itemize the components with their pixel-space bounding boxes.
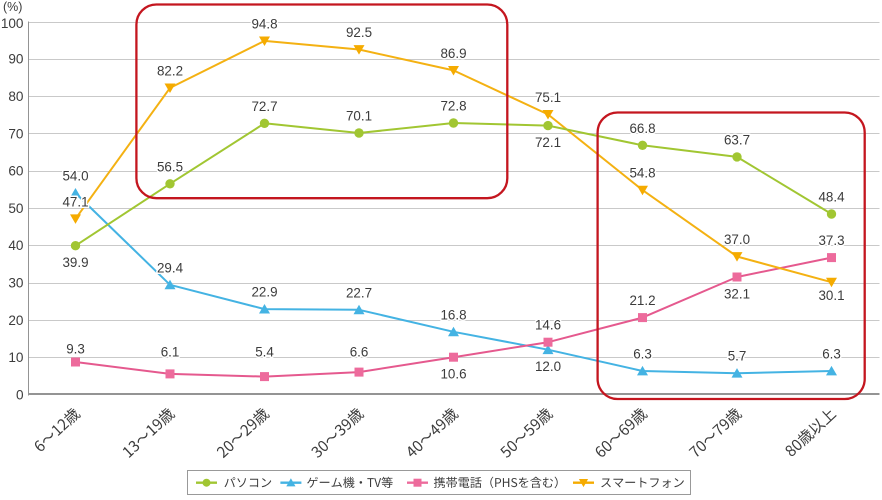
svg-text:54.0: 54.0 bbox=[62, 169, 88, 184]
svg-text:29.4: 29.4 bbox=[157, 260, 184, 275]
svg-text:32.1: 32.1 bbox=[724, 286, 750, 301]
svg-text:32.1: 32.1 bbox=[724, 286, 750, 301]
svg-text:10.6: 10.6 bbox=[440, 367, 466, 382]
svg-text:40: 40 bbox=[8, 238, 24, 253]
svg-text:47.1: 47.1 bbox=[62, 194, 88, 209]
svg-text:22.7: 22.7 bbox=[346, 285, 372, 300]
svg-text:48.4: 48.4 bbox=[818, 190, 845, 205]
svg-text:37.3: 37.3 bbox=[818, 233, 844, 248]
svg-text:39.9: 39.9 bbox=[62, 255, 88, 270]
svg-text:72.1: 72.1 bbox=[535, 135, 561, 150]
svg-text:47.1: 47.1 bbox=[62, 194, 88, 209]
svg-text:54.8: 54.8 bbox=[629, 166, 655, 181]
svg-text:6.6: 6.6 bbox=[350, 345, 369, 360]
svg-text:12.0: 12.0 bbox=[535, 359, 561, 374]
svg-text:22.9: 22.9 bbox=[251, 285, 277, 300]
svg-text:16.8: 16.8 bbox=[440, 307, 466, 322]
svg-text:72.8: 72.8 bbox=[440, 99, 466, 114]
svg-text:66.8: 66.8 bbox=[629, 121, 655, 136]
svg-text:80: 80 bbox=[8, 89, 24, 104]
svg-text:20: 20 bbox=[8, 313, 24, 328]
svg-text:37.3: 37.3 bbox=[818, 233, 844, 248]
svg-text:5.7: 5.7 bbox=[728, 349, 747, 364]
svg-text:5.4: 5.4 bbox=[255, 345, 274, 360]
svg-text:56.5: 56.5 bbox=[157, 159, 183, 174]
svg-text:66.8: 66.8 bbox=[629, 121, 655, 136]
svg-text:86.9: 86.9 bbox=[440, 46, 466, 61]
svg-text:72.7: 72.7 bbox=[251, 99, 277, 114]
svg-text:14.6: 14.6 bbox=[535, 318, 561, 333]
svg-text:(%): (%) bbox=[3, 0, 22, 14]
svg-text:70.1: 70.1 bbox=[346, 109, 372, 124]
svg-text:30: 30 bbox=[8, 276, 24, 291]
svg-text:22.9: 22.9 bbox=[251, 285, 277, 300]
svg-text:70: 70 bbox=[8, 126, 24, 141]
svg-text:90: 90 bbox=[8, 52, 24, 67]
svg-text:5.4: 5.4 bbox=[255, 345, 274, 360]
svg-text:0: 0 bbox=[16, 387, 24, 402]
svg-text:6.3: 6.3 bbox=[822, 347, 841, 362]
svg-text:10.6: 10.6 bbox=[440, 367, 466, 382]
svg-text:92.5: 92.5 bbox=[346, 25, 372, 40]
svg-text:63.7: 63.7 bbox=[724, 132, 750, 147]
svg-text:10: 10 bbox=[8, 350, 24, 365]
svg-text:6.6: 6.6 bbox=[350, 345, 369, 360]
svg-text:54.0: 54.0 bbox=[62, 169, 88, 184]
svg-text:86.9: 86.9 bbox=[440, 46, 466, 61]
svg-text:6.1: 6.1 bbox=[161, 345, 180, 360]
svg-text:30.1: 30.1 bbox=[818, 288, 844, 303]
svg-text:72.7: 72.7 bbox=[251, 99, 277, 114]
svg-text:29.4: 29.4 bbox=[157, 260, 184, 275]
svg-text:54.8: 54.8 bbox=[629, 166, 655, 181]
svg-text:22.7: 22.7 bbox=[346, 285, 372, 300]
svg-text:75.1: 75.1 bbox=[535, 90, 561, 105]
svg-text:21.2: 21.2 bbox=[629, 293, 655, 308]
svg-text:72.8: 72.8 bbox=[440, 99, 466, 114]
svg-text:70.1: 70.1 bbox=[346, 109, 372, 124]
svg-text:9.3: 9.3 bbox=[66, 342, 85, 357]
svg-text:6.3: 6.3 bbox=[633, 347, 652, 362]
svg-text:82.2: 82.2 bbox=[157, 63, 183, 78]
svg-text:94.8: 94.8 bbox=[251, 16, 277, 31]
svg-text:50: 50 bbox=[8, 201, 24, 216]
svg-text:75.1: 75.1 bbox=[535, 90, 561, 105]
svg-text:9.3: 9.3 bbox=[66, 342, 85, 357]
svg-text:100: 100 bbox=[1, 16, 24, 31]
svg-text:72.1: 72.1 bbox=[535, 135, 561, 150]
svg-text:30.1: 30.1 bbox=[818, 288, 844, 303]
svg-text:60: 60 bbox=[8, 164, 24, 179]
svg-text:6.3: 6.3 bbox=[633, 347, 652, 362]
svg-text:94.8: 94.8 bbox=[251, 16, 277, 31]
svg-text:37.0: 37.0 bbox=[724, 232, 750, 247]
svg-text:48.4: 48.4 bbox=[818, 190, 845, 205]
svg-text:6.1: 6.1 bbox=[161, 345, 180, 360]
svg-text:6.3: 6.3 bbox=[822, 347, 841, 362]
svg-text:21.2: 21.2 bbox=[629, 293, 655, 308]
svg-text:82.2: 82.2 bbox=[157, 63, 183, 78]
svg-text:56.5: 56.5 bbox=[157, 159, 183, 174]
svg-text:5.7: 5.7 bbox=[728, 349, 747, 364]
svg-text:12.0: 12.0 bbox=[535, 359, 561, 374]
svg-text:63.7: 63.7 bbox=[724, 132, 750, 147]
svg-text:14.6: 14.6 bbox=[535, 318, 561, 333]
svg-text:37.0: 37.0 bbox=[724, 232, 750, 247]
svg-text:92.5: 92.5 bbox=[346, 25, 372, 40]
svg-text:39.9: 39.9 bbox=[62, 255, 88, 270]
svg-text:16.8: 16.8 bbox=[440, 307, 466, 322]
